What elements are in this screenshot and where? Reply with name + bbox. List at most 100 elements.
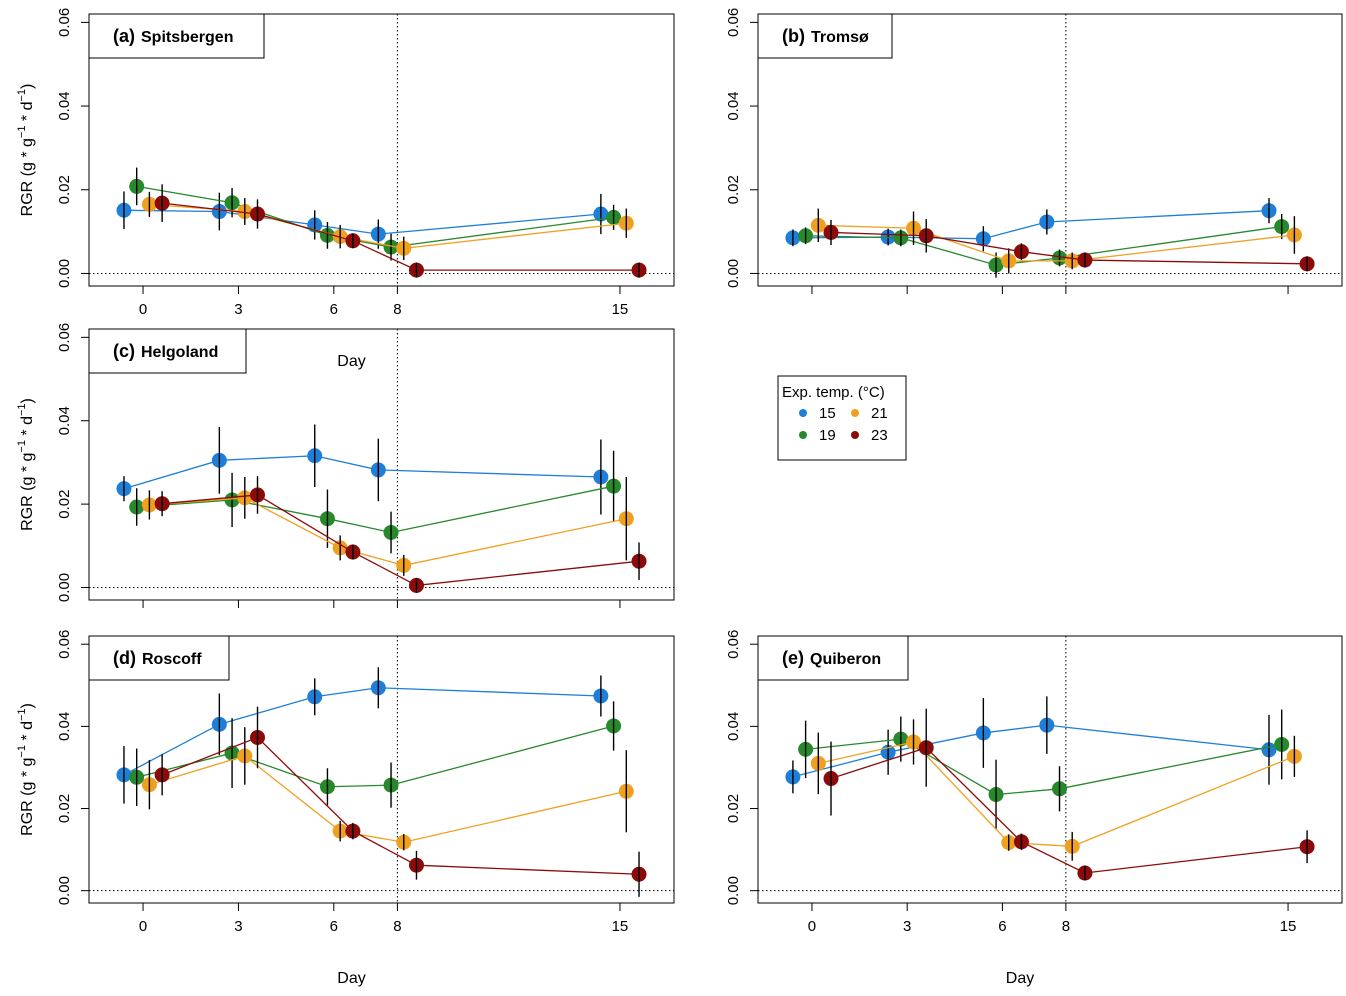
- panel-label-box: [757, 635, 909, 681]
- plot-frame: [757, 13, 1343, 287]
- y-axis-label-exp: −1: [16, 440, 28, 453]
- series-19: [129, 167, 622, 261]
- y-axis-label-part: RGR (g * g: [19, 453, 36, 531]
- legend-swatch: [851, 431, 859, 439]
- legend: Exp. temp. (°C) 15 21 19 23: [777, 375, 907, 461]
- legend-swatch: [799, 431, 807, 439]
- y-axis-label-part: ): [19, 398, 36, 403]
- y-tick-label: 0.04: [725, 712, 742, 741]
- legend-entries: 15 21 19 23: [799, 405, 888, 444]
- series-line: [149, 755, 627, 843]
- panel-c: 0.00 0.02 0.04 0.06 RGR (g * g−1 * d−1) (c) He…: [16, 323, 675, 608]
- series-23: [154, 184, 647, 278]
- x-tick-label: 3: [903, 918, 911, 935]
- x-axis-label: Day: [337, 353, 365, 370]
- y-tick-label: 0.00: [56, 259, 73, 288]
- y-tick-label: 0.06: [725, 8, 742, 37]
- y-tick-label: 0.04: [56, 91, 73, 120]
- panel-b: 0.00 0.02 0.04 0.06 (b) Tromsø: [725, 8, 1343, 294]
- y-axis-label-part: * d: [19, 721, 36, 745]
- x-tick-label: 8: [1062, 918, 1070, 935]
- series-line: [805, 738, 1282, 796]
- series-line: [792, 210, 1270, 240]
- series-line: [805, 225, 1282, 266]
- y-axis-label-exp: −1: [16, 403, 28, 416]
- series-19: [798, 709, 1290, 830]
- y-axis-label-part: ): [19, 703, 36, 708]
- legend-label: 15: [819, 405, 836, 422]
- series-23: [154, 706, 647, 897]
- series-15: [116, 424, 609, 515]
- legend-box: [777, 375, 907, 461]
- y-axis-label-exp: −1: [16, 126, 28, 139]
- panel-label-box: [757, 13, 893, 59]
- series-15: [116, 191, 609, 249]
- legend-title: Exp. temp. (°C): [782, 384, 885, 401]
- panel-label: (a) Spitsbergen: [113, 26, 233, 46]
- legend-swatch: [799, 409, 807, 417]
- y-axis-label: RGR (g * g−1 * d−1): [16, 398, 36, 531]
- y-tick-label: 0.04: [56, 406, 73, 435]
- series-line: [123, 209, 601, 235]
- series-23: [823, 219, 1315, 272]
- series-21: [141, 727, 634, 851]
- y-tick-label: 0.02: [56, 490, 73, 519]
- panel-title: Helgoland: [141, 344, 218, 361]
- y-axis-label-part: RGR (g * g: [19, 138, 36, 216]
- y-axis-label-exp: −1: [16, 708, 28, 721]
- x-tick-label: 3: [234, 918, 242, 935]
- panel-title: Spitsbergen: [141, 29, 233, 46]
- x-tick-label: 0: [808, 918, 816, 935]
- series-line: [136, 485, 614, 534]
- legend-swatch: [851, 409, 859, 417]
- series-19: [129, 450, 622, 554]
- y-axis-label-exp: −1: [16, 745, 28, 758]
- panel-label: (b) Tromsø: [782, 26, 869, 46]
- panel-tag: (d): [113, 648, 136, 668]
- y-tick-label: 0.00: [725, 259, 742, 288]
- y-tick-label: 0.00: [56, 573, 73, 602]
- x-tick-label: 6: [330, 301, 338, 318]
- panel-label-box: [88, 13, 265, 59]
- legend-label: 19: [819, 427, 836, 444]
- panel-label: (d) Roscoff: [113, 648, 202, 668]
- panel-label-box: [88, 328, 247, 374]
- plot-frame: [88, 328, 675, 601]
- series-15: [116, 667, 609, 804]
- y-axis-label-part: RGR (g * g: [19, 758, 36, 836]
- y-axis-label: RGR (g * g−1 * d−1): [16, 84, 36, 217]
- y-tick-label: 0.06: [56, 323, 73, 352]
- panel-label: (c) Helgoland: [113, 341, 218, 361]
- x-tick-label: 6: [998, 918, 1006, 935]
- panel-title: Roscoff: [142, 651, 202, 668]
- y-tick-label: 0.02: [56, 794, 73, 823]
- panel-label-box: [88, 635, 230, 681]
- x-tick-label: 15: [1280, 918, 1297, 935]
- x-tick-label: 3: [234, 301, 242, 318]
- series-21: [141, 477, 634, 576]
- series-line: [830, 746, 1308, 874]
- series-23: [823, 708, 1315, 881]
- y-axis-label-part: * d: [19, 102, 36, 126]
- y-axis-label-part: ): [19, 84, 36, 89]
- panel-tag: (c): [113, 341, 135, 361]
- y-tick-label: 0.06: [725, 630, 742, 659]
- panel-tag: (a): [113, 26, 135, 46]
- x-axis-label: Day: [1006, 970, 1034, 987]
- x-axis-label: Day: [337, 970, 365, 987]
- y-axis-label: RGR (g * g−1 * d−1): [16, 703, 36, 836]
- x-tick-label: 15: [612, 301, 629, 318]
- panel-tag: (e): [782, 648, 804, 668]
- y-tick-label: 0.06: [56, 8, 73, 37]
- y-tick-label: 0.06: [56, 630, 73, 659]
- x-tick-label: 8: [393, 918, 401, 935]
- x-tick-label: 0: [139, 301, 147, 318]
- series-21: [810, 208, 1302, 274]
- x-tick-label: 8: [393, 301, 401, 318]
- y-tick-label: 0.00: [56, 876, 73, 905]
- plot-frame: [757, 635, 1343, 904]
